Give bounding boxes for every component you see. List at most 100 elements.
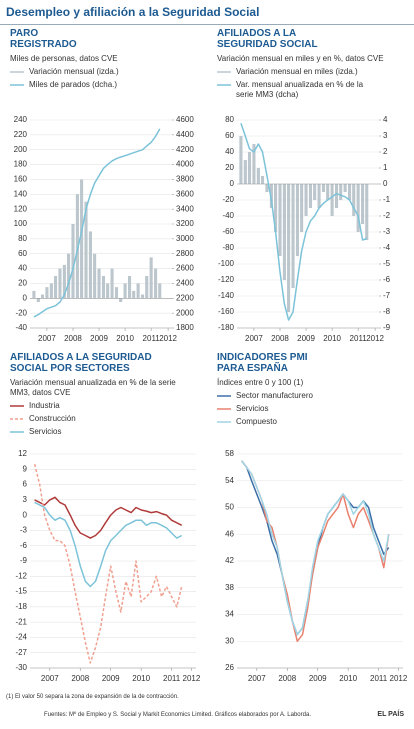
y2-tick-label: 4 <box>383 115 388 124</box>
y-tick-label: 20 <box>18 279 27 288</box>
legend-swatch <box>217 395 231 397</box>
legend-label: Variación mensual en miles (izda.) <box>236 67 358 76</box>
y2-tick-label: 1 <box>383 163 388 172</box>
y-tick-label: 34 <box>225 610 234 619</box>
y-tick-label: 220 <box>14 130 28 139</box>
y2-tick-label: 2 <box>383 147 388 156</box>
chart-title: AFILIADOS A LA SEGURIDAD <box>10 352 152 363</box>
y-tick-label: 46 <box>225 529 234 538</box>
y-tick-label: -24 <box>15 633 27 642</box>
bar <box>247 152 252 184</box>
y-tick-label: -120 <box>218 275 235 284</box>
y-tick-label: -21 <box>15 617 27 626</box>
bar <box>154 268 158 299</box>
bar <box>32 290 36 299</box>
rule <box>0 24 414 25</box>
y-tick-label: -20 <box>222 195 234 204</box>
y2-tick-label: -9 <box>383 323 391 332</box>
bar <box>132 290 136 299</box>
legend-label: Industria <box>29 401 60 410</box>
chart-subtitle: Miles de personas, datos CVE <box>10 54 118 63</box>
bar <box>352 184 356 216</box>
bar <box>136 283 140 299</box>
x-tick-label: 2009 <box>102 674 120 683</box>
y-tick-label: -6 <box>20 541 28 550</box>
bar <box>75 194 79 299</box>
y-tick-label: -20 <box>15 308 27 317</box>
bar <box>256 168 260 184</box>
bar <box>265 184 269 192</box>
y-tick-label: -27 <box>15 648 27 657</box>
x-tick-label: 2007 <box>38 334 56 343</box>
y-tick-label: 80 <box>18 234 27 243</box>
page-title: Desempleo y afiliación a la Seguridad So… <box>6 5 260 19</box>
bar <box>321 184 326 192</box>
bar <box>243 160 247 184</box>
x-tick-label: 2011 <box>143 334 161 343</box>
y-tick-label: 200 <box>14 145 28 154</box>
bar <box>145 276 149 299</box>
chart-title: PARO <box>10 28 39 39</box>
bar <box>106 283 110 299</box>
bar <box>330 184 334 216</box>
y-tick-label: 40 <box>18 264 27 273</box>
bar <box>365 184 369 240</box>
line <box>34 496 183 539</box>
x-tick-label: 2009 <box>90 334 108 343</box>
chart-panel: PARO REGISTRADO Miles de personas, datos C… <box>0 28 207 350</box>
legend-swatch <box>10 418 24 420</box>
y2-tick-label: -7 <box>383 291 391 300</box>
legend-swatch <box>217 84 231 86</box>
y-tick-label: 0 <box>23 293 28 302</box>
line <box>240 122 368 321</box>
chart-title: SEGURIDAD SOCIAL <box>217 39 318 50</box>
bar <box>97 268 101 299</box>
y2-tick-label: 0 <box>383 179 388 188</box>
y-tick-label: 12 <box>18 449 27 458</box>
x-tick-label: 2008 <box>64 334 82 343</box>
legend-item: Sector manufacturero <box>217 391 407 401</box>
y-tick-label: -9 <box>20 556 28 565</box>
y-tick-label: 120 <box>14 204 28 213</box>
line <box>34 501 183 588</box>
bar <box>101 276 106 299</box>
bar <box>317 184 321 208</box>
y-tick-label: 180 <box>14 160 28 169</box>
x-tick-label: 2007 <box>245 334 263 343</box>
x-tick-label: 2008 <box>271 334 289 343</box>
bar <box>53 276 58 299</box>
chart-header: INDICADORES PMI PARA ESPAÑA Índices entre … <box>217 352 407 427</box>
y2-tick-label: -3 <box>383 227 391 236</box>
legend-item: Servicios <box>10 427 200 437</box>
bar <box>326 184 330 200</box>
chart-title: REGISTRADO <box>10 39 77 50</box>
bar <box>339 184 343 200</box>
y-tick-label: -180 <box>218 323 235 332</box>
bar <box>334 184 339 208</box>
y-tick-label: -12 <box>15 571 27 580</box>
y2-tick-label: 3600 <box>176 189 194 198</box>
bar <box>80 179 84 299</box>
bar <box>40 294 45 299</box>
x-tick-label: 2011 <box>370 674 388 683</box>
legend-label: Variación mensual (izda.) <box>29 67 119 76</box>
bar <box>295 184 299 256</box>
y-tick-label: 0 <box>23 510 28 519</box>
y-tick-label: -160 <box>218 307 235 316</box>
y-tick-label: 6 <box>23 480 28 489</box>
y-tick-label: 58 <box>225 449 234 458</box>
line <box>241 460 390 636</box>
bar <box>45 287 49 299</box>
y-tick-label: -140 <box>218 291 235 300</box>
bar <box>127 276 132 299</box>
x-tick-label: 2012 <box>366 334 384 343</box>
chart-subtitle: Variación mensual en miles y en %, datos… <box>217 54 384 63</box>
legend-item: Servicios <box>217 404 407 414</box>
x-tick-label: 2011 <box>163 674 181 683</box>
y2-tick-label: 2200 <box>176 293 194 302</box>
x-tick-label: 2007 <box>41 674 59 683</box>
chart-title: PARA ESPAÑA <box>217 363 288 374</box>
y-tick-label: 160 <box>14 175 28 184</box>
bar <box>149 257 153 299</box>
